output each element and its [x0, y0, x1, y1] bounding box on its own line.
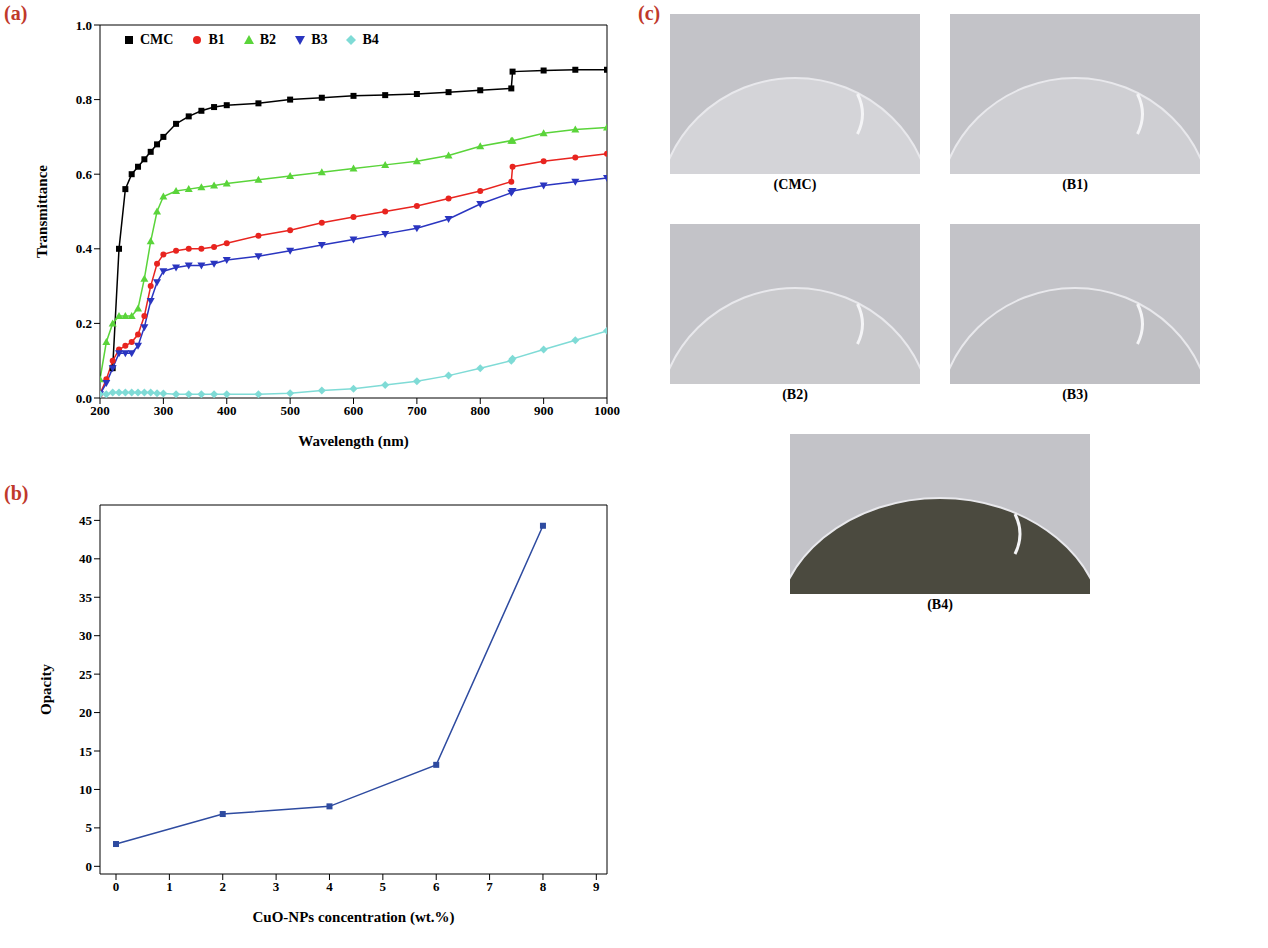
svg-text:900: 900	[534, 403, 554, 418]
svg-text:9: 9	[593, 879, 600, 894]
svg-text:600: 600	[344, 403, 364, 418]
svg-text:0.4: 0.4	[76, 241, 93, 256]
svg-text:0.8: 0.8	[76, 92, 93, 107]
svg-text:Wavelength (nm): Wavelength (nm)	[298, 433, 408, 450]
svg-text:15: 15	[79, 744, 93, 759]
html-text:(B4): (B4)	[927, 597, 953, 612]
svg-text:0: 0	[113, 879, 120, 894]
html-text:(CMC): (CMC)	[773, 177, 817, 192]
svg-text:0.6: 0.6	[76, 167, 93, 182]
svg-text:30: 30	[79, 628, 92, 643]
svg-text:CuO-NPs concentration (wt.%): CuO-NPs concentration (wt.%)	[252, 909, 454, 926]
svg-text:3: 3	[273, 879, 280, 894]
svg-text:700: 700	[407, 403, 427, 418]
svg-text:0.2: 0.2	[76, 316, 92, 331]
svg-text:40: 40	[79, 551, 92, 566]
svg-text:5: 5	[86, 820, 93, 835]
svg-text:1: 1	[166, 879, 173, 894]
html-text:(a): (a)	[4, 2, 28, 24]
svg-text:5: 5	[380, 879, 387, 894]
html-text:B4: B4	[362, 32, 379, 47]
svg-text:0.0: 0.0	[76, 391, 92, 406]
svg-text:2: 2	[219, 879, 226, 894]
html-text:B2: B2	[259, 32, 277, 47]
svg-text:Transmittance: Transmittance	[34, 165, 50, 258]
svg-text:300: 300	[154, 403, 174, 418]
svg-text:20: 20	[79, 705, 92, 720]
svg-text:Opacity: Opacity	[38, 664, 54, 715]
svg-text:6: 6	[433, 879, 440, 894]
html-text:(B3): (B3)	[1062, 387, 1088, 402]
svg-text:1.0: 1.0	[76, 18, 92, 33]
html-text:CMC: CMC	[140, 32, 174, 47]
svg-text:10: 10	[79, 782, 92, 797]
html-text:(b): (b)	[4, 482, 29, 504]
svg-text:8: 8	[540, 879, 547, 894]
svg-text:800: 800	[471, 403, 491, 418]
svg-text:45: 45	[79, 513, 93, 528]
svg-text:35: 35	[79, 590, 93, 605]
svg-text:400: 400	[217, 403, 237, 418]
svg-text:200: 200	[90, 403, 110, 418]
html-text:B1: B1	[208, 32, 225, 47]
svg-text:500: 500	[280, 403, 300, 418]
html-text:(c): (c)	[638, 2, 661, 24]
html-text:(B1): (B1)	[1062, 177, 1088, 192]
svg-text:1000: 1000	[594, 403, 620, 418]
svg-text:0: 0	[86, 859, 93, 874]
html-text:(B2): (B2)	[782, 387, 808, 402]
svg-text:7: 7	[486, 879, 493, 894]
html-text:B3: B3	[311, 32, 328, 47]
svg-text:4: 4	[326, 879, 333, 894]
svg-text:25: 25	[79, 667, 93, 682]
